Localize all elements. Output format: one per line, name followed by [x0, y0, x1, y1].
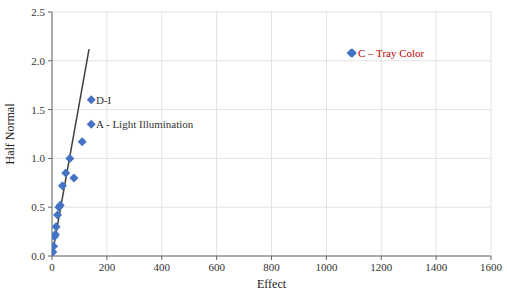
- x-tick-label: 0: [49, 261, 55, 273]
- x-grid-line: [491, 12, 492, 256]
- axes: 0 200 400 600 800 1000 1200 1400 1600 0.0 0.5 1.0 1.…: [31, 6, 502, 273]
- annotation: C – Tray Color: [358, 47, 425, 59]
- y-tick-label: 1.0: [31, 152, 45, 164]
- point: [52, 230, 60, 239]
- x-tick-label: 1000: [315, 261, 338, 273]
- x-axis-label: Effect: [257, 277, 287, 291]
- y-grid-line: [52, 207, 491, 208]
- x-tick: [381, 256, 382, 260]
- chart: 0 200 400 600 800 1000 1200 1400 1600 0.0 0.5 1.0 1.…: [0, 0, 507, 296]
- x-tick: [326, 256, 327, 260]
- y-tick: [48, 12, 52, 13]
- point: [87, 95, 96, 104]
- x-grid-line: [326, 12, 327, 256]
- x-tick: [491, 256, 492, 260]
- trend-line: [52, 49, 89, 256]
- x-tick-label: 400: [154, 261, 171, 273]
- point: [58, 181, 67, 190]
- y-tick-label: 0.0: [31, 250, 45, 262]
- point: [65, 154, 74, 163]
- point: [61, 169, 70, 178]
- point: [87, 120, 96, 129]
- x-grid-line: [161, 12, 162, 256]
- x-tick: [436, 256, 437, 260]
- x-tick: [52, 256, 53, 260]
- y-tick-label: 0.5: [31, 201, 45, 213]
- y-tick-label: 2.0: [31, 55, 45, 67]
- y-grid-line: [52, 12, 491, 13]
- point: [52, 222, 61, 231]
- x-tick: [271, 256, 272, 260]
- x-tick-label: 800: [263, 261, 280, 273]
- point: [348, 48, 357, 57]
- y-tick: [48, 60, 52, 61]
- y-tick: [48, 109, 52, 110]
- point: [56, 201, 65, 210]
- annotation: D-I: [96, 94, 112, 106]
- x-tick: [161, 256, 162, 260]
- marks: [52, 48, 357, 256]
- point: [78, 137, 87, 146]
- x-grid-line: [216, 12, 217, 256]
- grid: [52, 12, 491, 256]
- x-tick-label: 1600: [480, 261, 503, 273]
- x-tick-label: 600: [208, 261, 225, 273]
- point: [69, 173, 78, 182]
- y-grid-line: [52, 158, 491, 159]
- x-grid-line: [106, 12, 107, 256]
- annotations: D-I A - Light Illumination C – Tray Color: [96, 47, 425, 130]
- x-tick-label: 1200: [370, 261, 393, 273]
- y-axis-label: Half Normal: [3, 103, 17, 165]
- x-tick-label: 200: [99, 261, 116, 273]
- y-tick-label: 2.5: [31, 6, 45, 18]
- point: [53, 211, 62, 220]
- x-tick: [106, 256, 107, 260]
- annotation: A - Light Illumination: [96, 118, 194, 130]
- y-axis-line: [52, 12, 53, 256]
- x-grid-line: [436, 12, 437, 256]
- x-tick: [216, 256, 217, 260]
- y-tick-label: 1.5: [31, 104, 45, 116]
- y-tick: [48, 256, 52, 257]
- y-tick: [48, 207, 52, 208]
- y-grid-line: [52, 60, 491, 61]
- y-grid-line: [52, 256, 491, 257]
- x-tick-label: 1400: [425, 261, 448, 273]
- x-axis-line: [52, 256, 491, 257]
- y-grid-line: [52, 109, 491, 110]
- x-grid-line: [271, 12, 272, 256]
- x-grid-line: [52, 12, 53, 256]
- y-tick: [48, 158, 52, 159]
- point: [52, 242, 58, 251]
